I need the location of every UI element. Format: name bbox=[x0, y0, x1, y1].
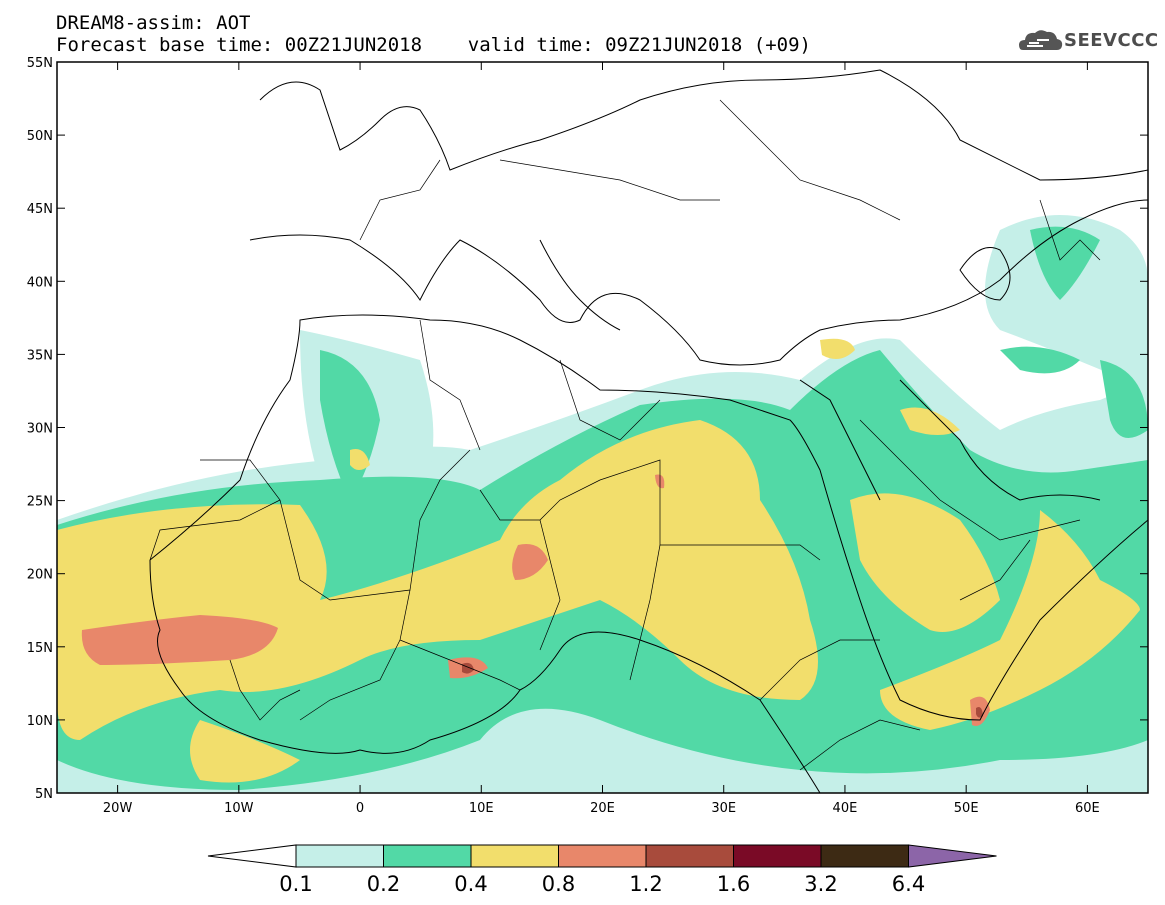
aot-field bbox=[57, 69, 1148, 793]
lon-tick-label: 40E bbox=[833, 801, 858, 816]
lon-tick-label: 0 bbox=[356, 801, 364, 816]
colorbar-box bbox=[733, 844, 822, 868]
lat-tick-label: 15N bbox=[27, 641, 53, 656]
colorbar-label: 0.2 bbox=[367, 872, 400, 896]
chart-title: DREAM8-assim: AOT bbox=[56, 12, 251, 34]
lon-tick-label: 20W bbox=[103, 801, 133, 816]
colorbar-label: 1.2 bbox=[629, 872, 662, 896]
lon-tick-label: 10E bbox=[469, 801, 494, 816]
colorbar-box bbox=[470, 844, 559, 868]
lat-tick-label: 55N bbox=[27, 56, 53, 71]
colorbar: 0.1 0.2 0.4 0.8 1.2 1.6 3.2 6.4 bbox=[207, 844, 997, 896]
lon-tick-label: 50E bbox=[954, 801, 979, 816]
colorbar-box bbox=[558, 844, 647, 868]
lon-tick-label: 10W bbox=[224, 801, 254, 816]
lat-tick-label: 35N bbox=[27, 348, 53, 363]
lat-tick-label: 30N bbox=[27, 422, 53, 437]
colorbar-box bbox=[383, 844, 472, 868]
lat-tick-label: 45N bbox=[27, 202, 53, 217]
colorbar-box bbox=[295, 844, 384, 868]
colorbar-label: 0.8 bbox=[542, 872, 575, 896]
logo-text: SEEVCCC bbox=[1064, 30, 1159, 51]
lat-tick-label: 25N bbox=[27, 495, 53, 510]
aot-contour-0.4 bbox=[57, 338, 1140, 783]
lat-tick-label: 5N bbox=[35, 787, 53, 802]
lat-tick-label: 10N bbox=[27, 714, 53, 729]
lon-tick-label: 20E bbox=[590, 801, 615, 816]
lat-tick-label: 40N bbox=[27, 275, 53, 290]
colorbar-label: 6.4 bbox=[892, 872, 925, 896]
colorbar-over-triangle bbox=[908, 844, 997, 868]
colorbar-label: 3.2 bbox=[804, 872, 837, 896]
colorbar-under-triangle bbox=[207, 844, 297, 868]
lat-tick-label: 50N bbox=[27, 129, 53, 144]
lon-tick-label: 30E bbox=[711, 801, 736, 816]
colorbar-label: 0.1 bbox=[279, 872, 312, 896]
latitude-axis: 55N 50N 45N 40N 35N 30N 25N 20N 15N 10N 5N bbox=[27, 56, 1148, 802]
cloud-icon bbox=[1019, 30, 1063, 50]
coastlines bbox=[57, 69, 1148, 793]
country-borders bbox=[149, 99, 1101, 771]
lon-tick-label: 60E bbox=[1075, 801, 1100, 816]
longitude-axis: 20W 10W 0 10E 20E 30E 40E 50E 60E bbox=[103, 62, 1100, 816]
colorbar-label: 1.6 bbox=[717, 872, 750, 896]
colorbar-box bbox=[820, 844, 909, 868]
colorbar-box bbox=[645, 844, 734, 868]
aot-contour-1.2 bbox=[462, 662, 983, 718]
lat-tick-label: 20N bbox=[27, 568, 53, 583]
colorbar-label: 0.4 bbox=[454, 872, 487, 896]
forecast-time-subtitle: Forecast base time: 00Z21JUN2018 valid t… bbox=[56, 34, 811, 56]
